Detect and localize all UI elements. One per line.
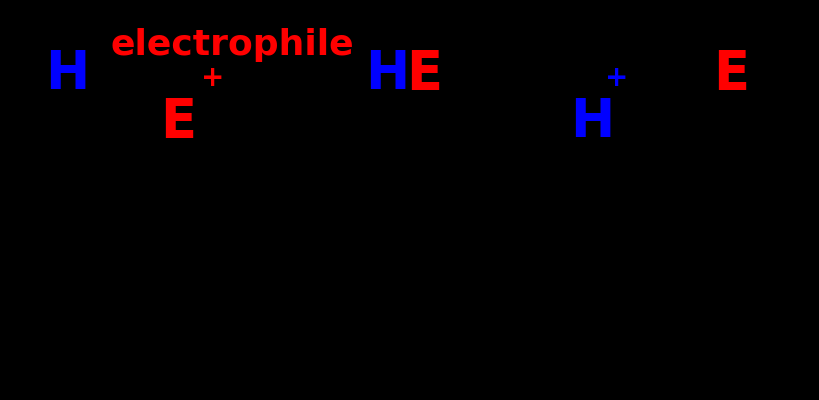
Text: +: + — [604, 64, 628, 92]
Text: E: E — [713, 48, 749, 100]
Text: electrophile: electrophile — [111, 28, 354, 62]
Text: E: E — [160, 96, 196, 148]
Text: H: H — [569, 96, 613, 148]
Text: +: + — [201, 64, 224, 92]
Text: H: H — [364, 48, 409, 100]
Text: E: E — [405, 48, 441, 100]
Text: H: H — [45, 48, 89, 100]
